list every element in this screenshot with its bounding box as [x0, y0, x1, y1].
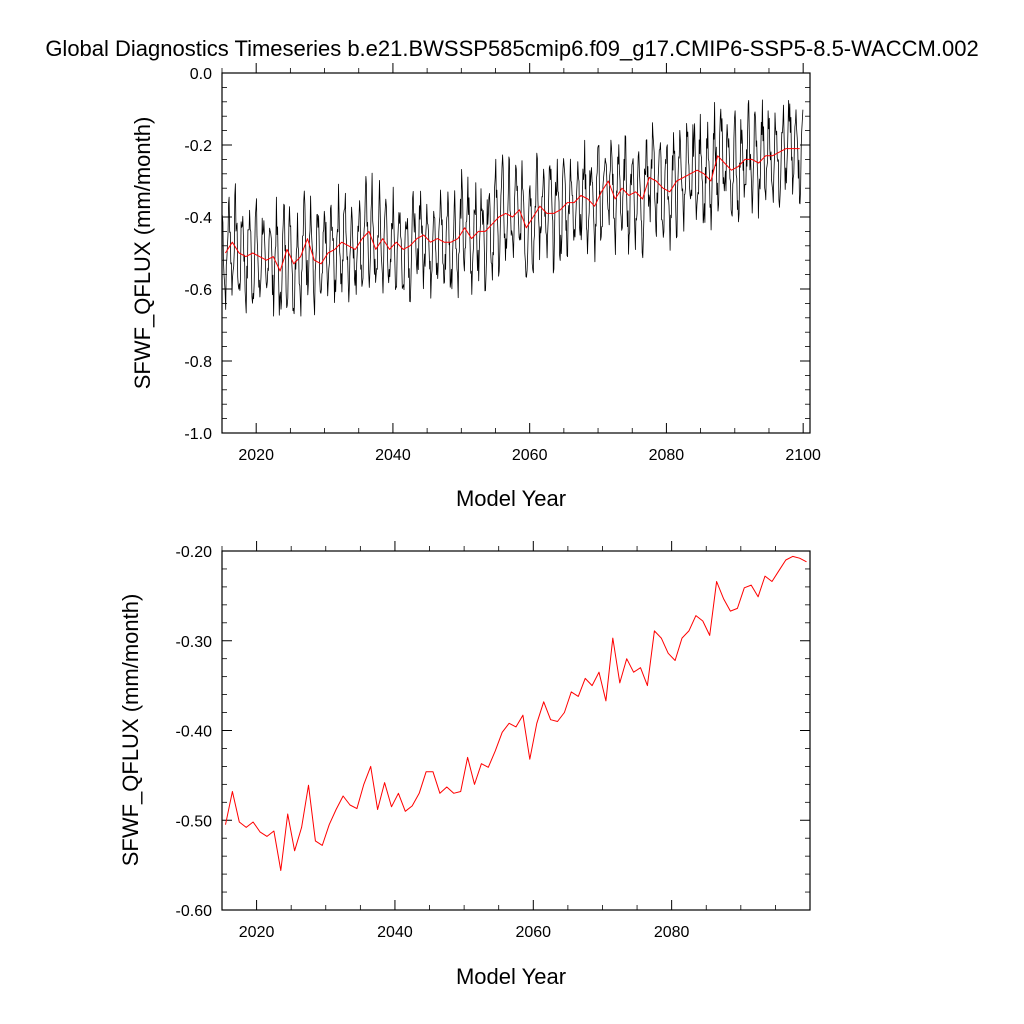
top-y-axis-label: SFWF_QFLUX (mm/month) — [130, 117, 155, 390]
top-x-tick-label: 2060 — [512, 447, 548, 464]
bottom-series-annual-mean — [225, 555, 807, 871]
figure-title: Global Diagnostics Timeseries b.e21.BWSS… — [45, 36, 978, 61]
bottom-ticks: 2020 2040 2060 2080 -0.20 -0.30 -0.40 -0.50 -0.6… — [176, 541, 810, 941]
top-y-tick-label: -1.0 — [184, 426, 212, 443]
top-series — [221, 99, 804, 317]
bottom-plot-frame — [221, 550, 811, 911]
bottom-y-tick-label: -0.40 — [176, 724, 213, 741]
bottom-panel: 2020 2040 2060 2080 -0.20 -0.30 -0.40 -0.50 -0.6… — [118, 541, 811, 989]
bottom-x-tick-label: 2020 — [239, 924, 275, 941]
top-panel: 2020 2040 2060 2080 2100 0.0 -0.2 -0.4 -0.6 -0.8 -… — [130, 63, 821, 511]
bottom-x-tick-label: 2080 — [654, 924, 690, 941]
bottom-y-axis-label: SFWF_QFLUX (mm/month) — [118, 594, 143, 867]
top-x-tick-label: 2040 — [375, 447, 411, 464]
top-y-tick-label: -0.4 — [184, 210, 212, 227]
top-ticks: 2020 2040 2060 2080 2100 0.0 -0.2 -0.4 -0.6 -0.8 -… — [184, 63, 821, 464]
top-x-tick-label: 2100 — [785, 447, 821, 464]
bottom-y-tick-label: -0.20 — [176, 544, 213, 561]
top-x-tick-label: 2080 — [649, 447, 685, 464]
bottom-x-axis-label: Model Year — [456, 964, 566, 989]
top-y-tick-label: -0.6 — [184, 282, 212, 299]
top-plot-frame — [221, 72, 811, 434]
bottom-x-tick-label: 2060 — [515, 924, 551, 941]
top-x-tick-label: 2020 — [238, 447, 274, 464]
top-series-annual-mean — [224, 148, 800, 272]
bottom-series — [225, 555, 807, 871]
top-series-monthly — [221, 99, 804, 317]
top-y-tick-label: 0.0 — [190, 66, 212, 83]
top-x-axis-label: Model Year — [456, 486, 566, 511]
bottom-y-tick-label: -0.60 — [176, 903, 213, 920]
bottom-y-tick-label: -0.30 — [176, 634, 213, 651]
top-y-tick-label: -0.8 — [184, 354, 212, 371]
top-y-tick-label: -0.2 — [184, 138, 212, 155]
bottom-x-tick-label: 2040 — [377, 924, 413, 941]
bottom-y-tick-label: -0.50 — [176, 813, 213, 830]
